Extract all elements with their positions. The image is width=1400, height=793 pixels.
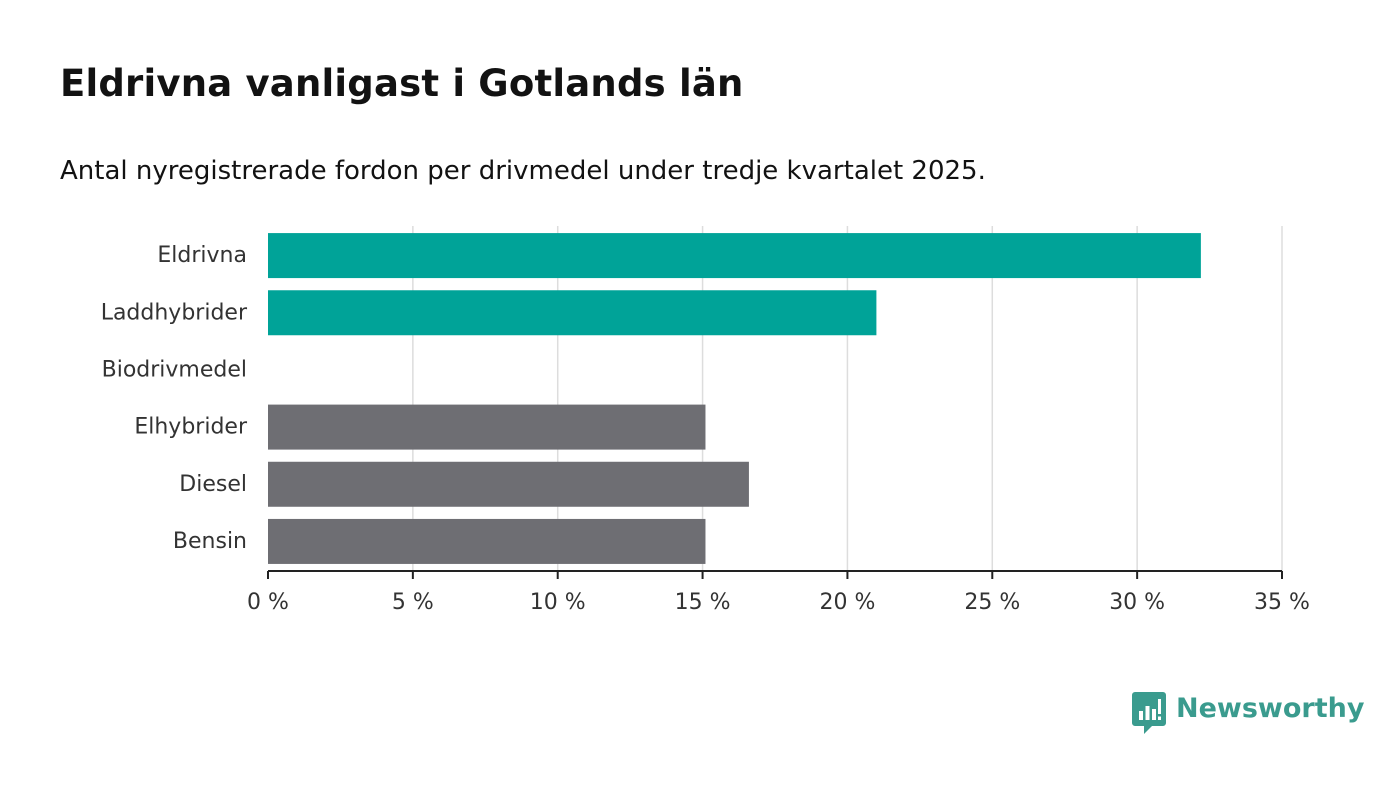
category-label: Eldrivna xyxy=(157,243,247,268)
x-tick-label: 20 % xyxy=(819,590,875,615)
category-label: Laddhybrider xyxy=(101,300,248,325)
chart-title: Eldrivna vanligast i Gotlands län xyxy=(60,62,744,105)
x-tick-label: 15 % xyxy=(675,590,731,615)
bar-diesel xyxy=(268,461,749,507)
category-label: Elhybrider xyxy=(134,415,248,440)
bar-eldrivna xyxy=(268,233,1201,279)
bar-bensin xyxy=(268,518,706,564)
newsworthy-bar-chart-icon xyxy=(1132,692,1166,734)
x-tick-label: 25 % xyxy=(964,590,1020,615)
category-label: Biodrivmedel xyxy=(102,357,247,382)
x-tick-label: 30 % xyxy=(1109,590,1165,615)
logo-text: Newsworthy xyxy=(1176,693,1365,724)
category-labels: Eldrivna Laddhybrider Biodrivmedel Elhybrid… xyxy=(101,243,248,554)
x-tick-label: 10 % xyxy=(530,590,586,615)
x-tick-label: 0 % xyxy=(247,590,289,615)
grid-lines xyxy=(412,226,1283,571)
x-tick-label: 5 % xyxy=(392,590,434,615)
category-label: Bensin xyxy=(173,529,247,554)
category-label: Diesel xyxy=(179,472,247,497)
chart-subtitle: Antal nyregistrerade fordon per drivmede… xyxy=(60,156,986,186)
x-tick-label: 35 % xyxy=(1254,590,1310,615)
bar-laddhybrider xyxy=(268,290,877,336)
bar-elhybrider xyxy=(268,404,706,450)
newsworthy-logo: Newsworthy xyxy=(1132,692,1364,734)
x-axis: 0 % 5 % 10 % 15 % 20 % 25 % 30 % 35 % xyxy=(247,570,1310,615)
bars xyxy=(268,233,1201,564)
